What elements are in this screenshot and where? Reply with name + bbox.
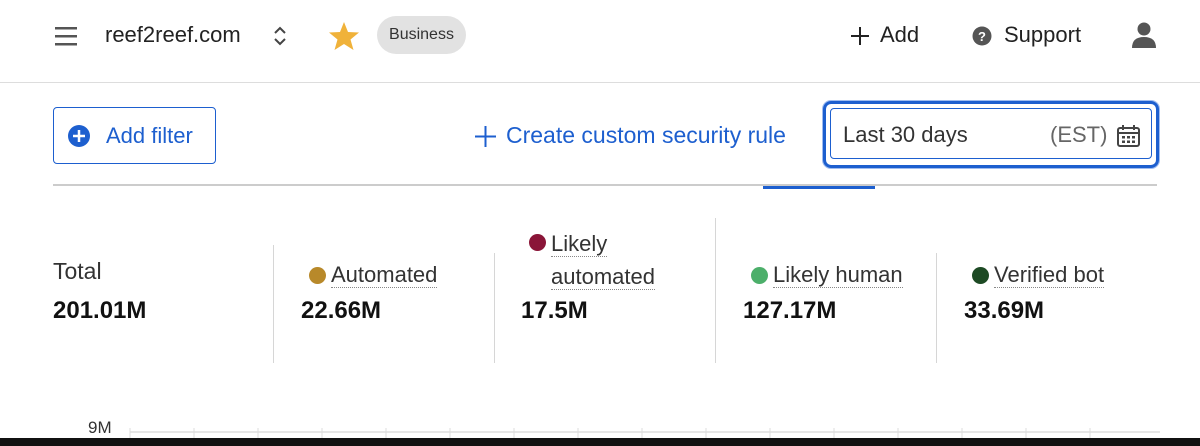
- create-rule-link[interactable]: Create custom security rule: [506, 122, 786, 148]
- svg-text:?: ?: [978, 29, 986, 44]
- stat-label[interactable]: Likely human: [773, 260, 903, 290]
- stat-value: 17.5M: [521, 297, 588, 324]
- stat-label-text[interactable]: Automated: [331, 262, 438, 288]
- help-icon[interactable]: ?: [972, 26, 992, 46]
- stat-label: Total: [53, 258, 102, 284]
- support-button[interactable]: Support: [1004, 22, 1082, 47]
- stat-label[interactable]: Automated: [331, 260, 438, 290]
- chart-top: [129, 428, 1160, 438]
- stat-label-text[interactable]: Likely automated: [551, 231, 655, 290]
- stat-label-text[interactable]: Verified bot: [994, 262, 1105, 288]
- y-tick-label: 9M: [88, 418, 112, 437]
- plan-badge: Business: [377, 16, 466, 54]
- legend-dot: [309, 267, 326, 284]
- stat-value: 127.17M: [743, 297, 837, 324]
- account-icon[interactable]: [1131, 22, 1157, 48]
- add-filter-label[interactable]: Add filter: [106, 123, 193, 148]
- stat-divider: [494, 253, 495, 363]
- stat-divider: [273, 245, 274, 363]
- site-switch-icon[interactable]: [273, 24, 287, 48]
- create-rule-icon[interactable]: [475, 126, 496, 147]
- stat-value: 33.69M: [964, 297, 1045, 324]
- stat-divider: [936, 253, 937, 363]
- timezone: (EST): [1050, 122, 1108, 147]
- calendar-icon[interactable]: [1117, 125, 1140, 147]
- legend-dot: [751, 267, 768, 284]
- active-tab-indicator: [763, 186, 875, 189]
- date-picker[interactable]: [823, 101, 1159, 168]
- stat-label[interactable]: Verified bot: [994, 260, 1105, 290]
- add-filter-button[interactable]: [53, 107, 216, 164]
- add-filter-icon[interactable]: [67, 124, 91, 148]
- date-picker-inner: [830, 108, 1152, 159]
- add-button[interactable]: Add: [880, 22, 920, 47]
- stat-label[interactable]: Likely automated: [551, 227, 671, 293]
- site-name[interactable]: reef2reef.com: [105, 22, 241, 47]
- menu-icon[interactable]: [55, 26, 77, 46]
- bottom-bar: [0, 438, 1200, 446]
- stat-label-text[interactable]: Likely human: [773, 262, 903, 288]
- tabs-border: [53, 184, 1157, 186]
- legend-dot: [972, 267, 989, 284]
- date-range[interactable]: Last 30 days: [843, 122, 968, 147]
- stat-value: 201.01M: [53, 297, 147, 324]
- star-icon[interactable]: [328, 21, 360, 51]
- stat-value: 22.66M: [301, 297, 382, 324]
- plus-icon[interactable]: [850, 26, 870, 46]
- stat-divider: [715, 218, 716, 363]
- header-border: [0, 82, 1200, 83]
- legend-dot: [529, 234, 546, 251]
